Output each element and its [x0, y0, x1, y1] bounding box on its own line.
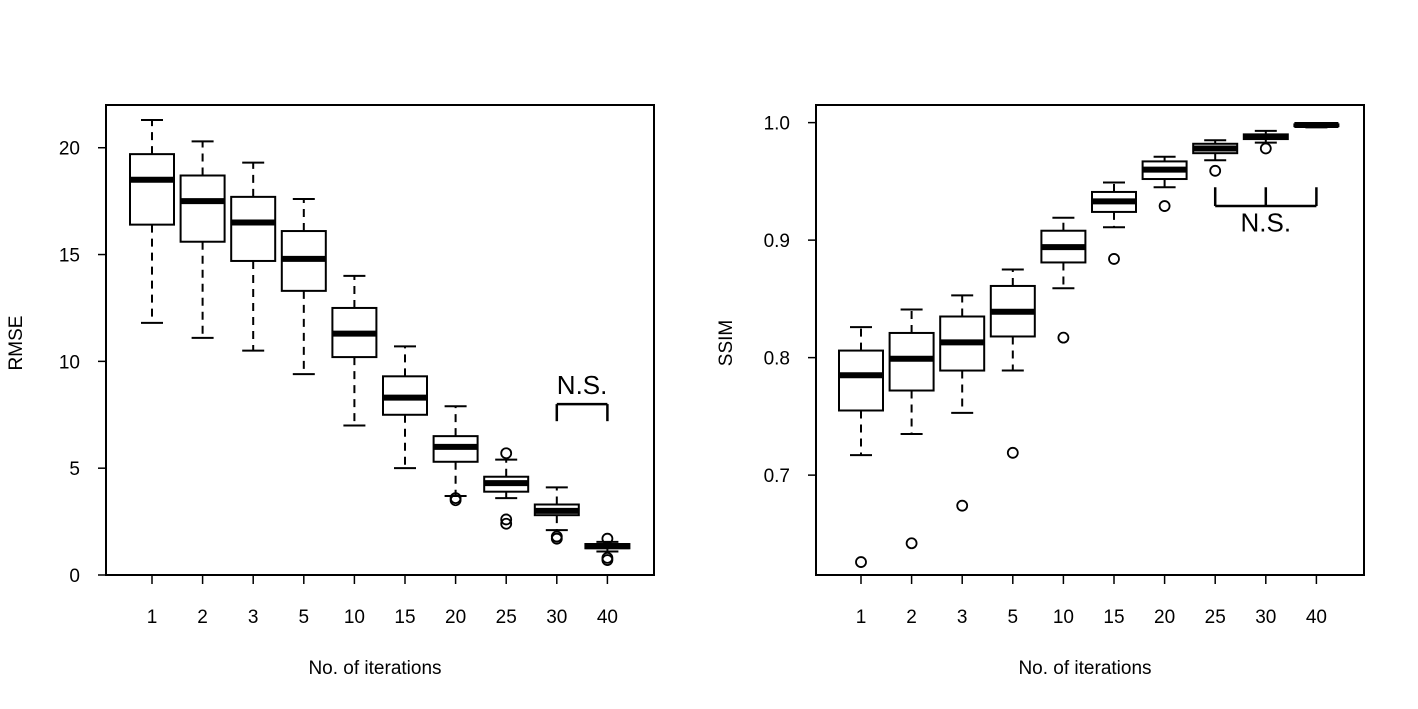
box-2: [888, 308, 935, 550]
box-25: [483, 447, 530, 530]
x-axis-title: No. of iterations: [1018, 658, 1151, 679]
box-30: [533, 486, 580, 545]
box-40: [1293, 121, 1340, 129]
outlier-point: [550, 532, 563, 545]
ssim-boxplot-panel: 0.7 0.8 0.9 1.0 1 2 3 5 10 15 20 25 30 40 No. of itera…: [716, 104, 1365, 679]
y-tick-label: 0.8: [764, 349, 790, 370]
y-tick-label: 1.0: [764, 114, 790, 135]
box-10: [331, 274, 378, 427]
x-tick-label: 15: [394, 607, 415, 628]
box-20: [1141, 155, 1188, 212]
x-tick-label: 10: [344, 607, 365, 628]
x-tick-label: 20: [445, 607, 466, 628]
x-tick-label: 1: [147, 607, 158, 628]
outlier-point: [1006, 446, 1019, 459]
x-tick-label: 25: [1205, 607, 1226, 628]
x-tick-label: 30: [1255, 607, 1276, 628]
box-1: [129, 118, 175, 324]
outlier-point: [1057, 331, 1070, 344]
y-tick-label: 10: [59, 352, 80, 373]
box-5: [989, 268, 1036, 459]
y-tick-label: 0.9: [764, 231, 790, 252]
y-tick-label: 0: [69, 566, 80, 587]
ns-annotation: N.S.: [1213, 187, 1318, 238]
box-15: [1091, 181, 1137, 265]
box-1: [838, 326, 884, 568]
x-axis-title: No. of iterations: [308, 658, 441, 679]
outlier-point: [601, 532, 614, 545]
y-axis-title: SSIM: [716, 320, 737, 366]
x-tick-label: 1: [856, 607, 867, 628]
plot-frame: [105, 104, 655, 576]
y-tick-label: 5: [69, 459, 80, 480]
box-2: [179, 140, 226, 339]
box-3: [939, 294, 986, 512]
x-tick-label: 5: [1008, 607, 1019, 628]
x-tick-label: 15: [1103, 607, 1124, 628]
outlier-point: [1108, 253, 1120, 265]
outlier-point: [956, 499, 969, 512]
x-tick-label: 30: [546, 607, 567, 628]
box-5: [280, 198, 327, 376]
box-body: [179, 174, 226, 243]
outlier-point: [449, 492, 462, 504]
x-tick-label: 3: [957, 607, 968, 628]
ns-label: N.S.: [557, 370, 608, 400]
rmse-boxplot-panel: 0 5 10 15 20 1 2 3 5 10 15 20 25 30 40 No. of iteration…: [6, 104, 655, 679]
outlier-point: [500, 513, 513, 526]
outlier-point: [500, 447, 513, 460]
box-25: [1192, 139, 1239, 177]
outlier-point: [855, 556, 867, 568]
outlier-point: [1158, 200, 1171, 212]
outlier-point: [601, 554, 614, 566]
box-20: [432, 405, 479, 507]
box-30: [1242, 129, 1289, 155]
x-tick-label: 2: [906, 607, 917, 628]
box-3: [230, 161, 277, 352]
outlier-point: [500, 517, 513, 530]
outlier-point: [1209, 164, 1222, 177]
x-tick-label: 20: [1154, 607, 1175, 628]
x-tick-label: 2: [197, 607, 208, 628]
box-15: [382, 345, 428, 470]
x-tick-label: 3: [248, 607, 259, 628]
box-body: [838, 349, 884, 412]
box-40: [584, 532, 631, 566]
box-body: [129, 153, 175, 226]
outlier-point: [1259, 142, 1272, 155]
outlier-point: [905, 537, 918, 550]
x-tick-label: 5: [299, 607, 310, 628]
y-tick-label: 15: [59, 246, 80, 267]
plot-frame: [815, 104, 1365, 576]
ns-annotation: N.S.: [555, 370, 609, 422]
x-tick-label: 10: [1053, 607, 1074, 628]
y-tick-label: 20: [59, 139, 80, 160]
x-tick-label: 40: [597, 607, 618, 628]
x-tick-label: 40: [1306, 607, 1327, 628]
y-tick-label: 0.7: [764, 466, 790, 487]
box-10: [1040, 216, 1087, 344]
ns-label: N.S.: [1241, 208, 1292, 238]
x-tick-label: 25: [496, 607, 517, 628]
box-body: [230, 195, 277, 262]
y-axis-title: RMSE: [6, 316, 27, 371]
